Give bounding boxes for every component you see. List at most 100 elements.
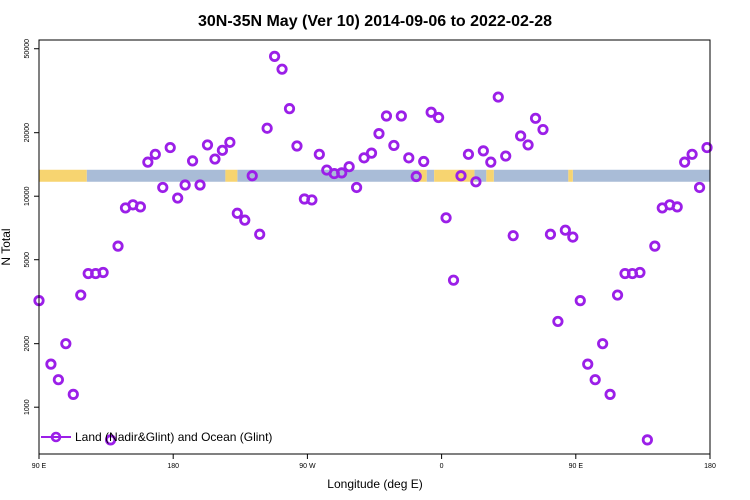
data-point <box>418 155 430 168</box>
data-point <box>447 274 460 286</box>
data-point <box>365 147 378 159</box>
data-point <box>462 148 475 160</box>
ocean-band-segment <box>572 169 710 182</box>
ocean-band-segment <box>426 169 435 182</box>
data-point <box>112 240 124 252</box>
data-point <box>686 148 698 160</box>
y-tick-label: 50000 <box>24 39 31 59</box>
data-point <box>567 231 579 243</box>
y-axis-label: N Total <box>0 228 13 265</box>
data-point <box>291 140 303 152</box>
data-point <box>433 111 445 124</box>
data-point <box>313 148 325 160</box>
y-tick-label: 5000 <box>24 252 31 268</box>
land-band-segment <box>568 169 573 182</box>
data-point <box>373 128 385 140</box>
legend-marker <box>50 431 62 443</box>
data-point <box>149 148 161 160</box>
y-axis: 1000 2000 5000 10000 20000 50000 <box>24 39 39 415</box>
legend-label: Land (Nadir&Glint) and Ocean (Glint) <box>75 430 272 444</box>
data-point <box>649 240 661 252</box>
y-tick-label: 20000 <box>24 123 31 143</box>
data-point <box>693 181 706 194</box>
data-point <box>425 106 437 118</box>
data-point <box>410 170 422 183</box>
data-point <box>75 289 87 301</box>
data-point <box>209 153 221 165</box>
data-point <box>701 141 713 154</box>
data-point <box>306 194 318 206</box>
land-band-segment <box>434 169 475 182</box>
data-point <box>358 152 370 164</box>
data-point <box>597 338 609 350</box>
data-point <box>537 123 549 136</box>
data-point <box>52 374 64 386</box>
data-point <box>679 156 691 168</box>
ocean-band-segment <box>493 169 569 182</box>
land-band-segment <box>225 169 238 182</box>
legend: Land (Nadir&Glint) and Ocean (Glint) <box>41 430 272 444</box>
x-tick-label: 180 <box>704 463 716 470</box>
x-axis-label: Longitude (deg E) <box>327 477 422 491</box>
data-point <box>172 192 184 204</box>
land-ocean-band <box>39 169 710 182</box>
data-point <box>380 110 393 122</box>
x-tick-label: 90 E <box>569 463 584 470</box>
x-tick-label: 180 <box>167 463 179 470</box>
data-point <box>470 176 482 188</box>
data-point <box>455 170 467 182</box>
data-point <box>261 122 273 134</box>
data-point <box>395 110 407 122</box>
data-point <box>194 179 206 191</box>
data-point <box>500 150 512 162</box>
data-point <box>164 141 176 154</box>
data-point <box>246 170 258 182</box>
data-point <box>216 144 229 156</box>
data-point <box>97 266 109 279</box>
x-axis: 90 E 180 90 W 0 90 E 180 <box>32 454 716 470</box>
data-point <box>254 228 266 240</box>
plot-frame <box>38 39 711 455</box>
data-point <box>604 388 616 400</box>
data-point <box>179 179 191 191</box>
land-band-segment <box>486 169 494 182</box>
land-band-segment <box>39 169 87 182</box>
data-point <box>388 139 400 152</box>
data-point <box>283 103 296 115</box>
data-point <box>574 295 586 307</box>
data-point <box>641 434 653 446</box>
data-point <box>485 156 497 168</box>
data-point <box>201 139 214 151</box>
data-point <box>559 224 571 236</box>
data-point <box>104 434 117 446</box>
data-point <box>224 136 236 148</box>
ocean-band-segment <box>237 169 420 182</box>
data-point <box>134 201 146 213</box>
data-point <box>351 181 363 194</box>
data-point <box>671 201 683 213</box>
data-point <box>157 181 169 194</box>
data-point <box>45 358 57 370</box>
x-tick-label: 90 W <box>299 463 316 470</box>
data-point <box>268 50 281 62</box>
y-tick-label: 2000 <box>24 336 31 352</box>
data-point <box>239 214 251 226</box>
chart-title: 30N-35N May (Ver 10) 2014-09-06 to 2022-… <box>198 13 552 30</box>
data-points <box>33 50 713 446</box>
ocean-band-segment <box>474 169 487 182</box>
data-point <box>276 63 288 75</box>
data-point <box>67 388 79 400</box>
x-tick-label: 0 <box>440 463 444 470</box>
data-point <box>231 207 243 219</box>
data-point <box>582 358 594 370</box>
land-band-segment <box>419 169 427 182</box>
data-point <box>522 139 534 151</box>
data-point <box>589 374 601 386</box>
data-point <box>544 228 557 240</box>
data-point <box>552 315 564 328</box>
data-point <box>515 130 527 142</box>
data-point <box>186 155 199 167</box>
data-point <box>634 266 646 279</box>
